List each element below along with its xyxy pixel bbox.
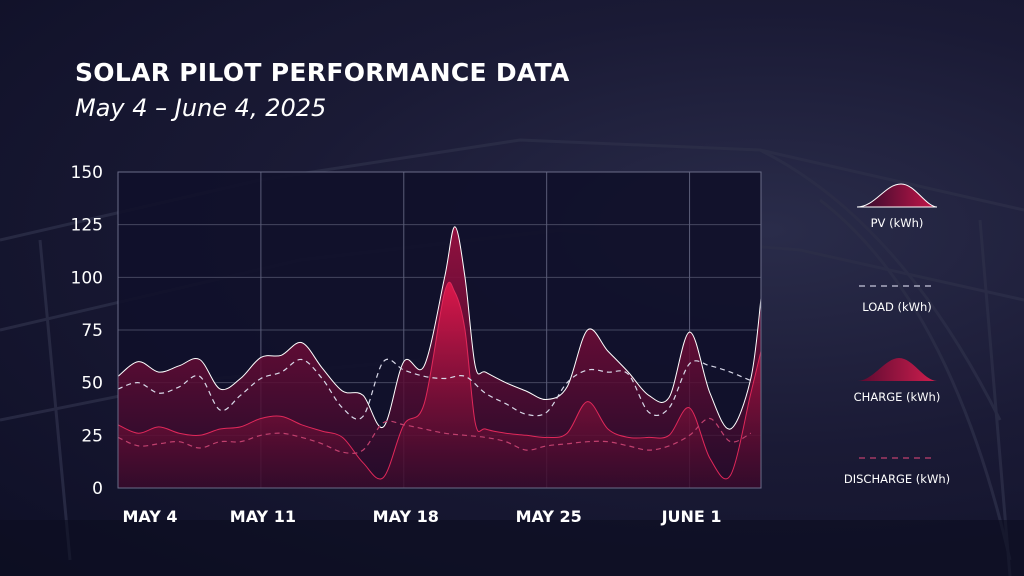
pv-area-swatch-icon (856, 183, 938, 208)
y-tick-label: 75 (81, 321, 103, 341)
legend-label-load: LOAD (kWh) (862, 300, 932, 314)
y-tick-label: 25 (81, 426, 103, 446)
legend-item-discharge: DISCHARGE (kWh) (822, 452, 972, 486)
y-tick-label: 125 (71, 216, 103, 236)
legend-item-pv: PV (kWh) (822, 180, 972, 230)
discharge-dashed-line-icon (859, 457, 935, 459)
charge-area-outline (118, 281, 761, 480)
charge-area-swatch-icon (857, 358, 937, 381)
y-tick-label: 100 (71, 268, 103, 288)
legend-item-load: LOAD (kWh) (822, 280, 972, 314)
y-tick-label: 0 (92, 479, 103, 499)
pv-area-outline (118, 226, 761, 430)
x-tick-label: JUNE 1 (661, 507, 722, 526)
chart-title: SOLAR PILOT PERFORMANCE DATA (75, 58, 570, 87)
legend-item-charge: CHARGE (kWh) (822, 354, 972, 404)
y-tick-label: 150 (71, 163, 103, 183)
y-tick-label: 50 (81, 374, 103, 394)
plot-border (117, 171, 762, 489)
x-tick-label: MAY 18 (373, 507, 439, 526)
legend-label-pv: PV (kWh) (870, 216, 924, 230)
legend-label-discharge: DISCHARGE (kWh) (843, 472, 951, 486)
x-tick-label: MAY 4 (122, 507, 177, 526)
x-tick-label: MAY 25 (516, 507, 582, 526)
charge-area-fill (118, 282, 761, 488)
load-dashed-line-icon (859, 285, 935, 287)
chart-subtitle: May 4 – June 4, 2025 (75, 94, 327, 122)
x-tick-label: MAY 11 (230, 507, 296, 526)
load-line (118, 358, 752, 420)
legend-label-charge: CHARGE (kWh) (853, 390, 941, 404)
